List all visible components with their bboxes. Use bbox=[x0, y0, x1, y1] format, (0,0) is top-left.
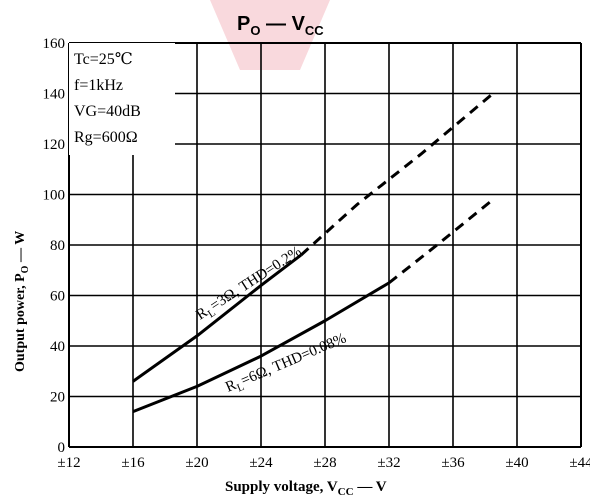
x-tick-label: ±24 bbox=[249, 455, 273, 471]
series-line-1-dashed bbox=[299, 92, 494, 257]
series-label-rl3: RL=3Ω, THD=0.2% bbox=[193, 244, 306, 326]
y-tick-label: 20 bbox=[50, 390, 65, 406]
y-tick-label: 80 bbox=[50, 238, 65, 254]
y-tick-label: 160 bbox=[43, 36, 66, 52]
y-tick-label: 60 bbox=[50, 289, 65, 305]
chart-title: PO — VCC bbox=[237, 13, 324, 38]
x-tick-label: ±32 bbox=[377, 455, 400, 471]
x-tick-label: ±44 bbox=[569, 455, 590, 471]
x-axis-ticks: ±12 ±16 ±20 ±24 ±28 ±32 ±36 ±40 ±44 bbox=[57, 455, 590, 471]
x-tick-label: ±16 bbox=[121, 455, 145, 471]
y-axis-ticks: 0 20 40 60 80 100 120 140 160 bbox=[43, 36, 66, 456]
x-tick-label: ±36 bbox=[441, 455, 465, 471]
watermark-shape bbox=[210, 0, 330, 70]
x-tick-label: ±28 bbox=[313, 455, 336, 471]
x-axis-label: Supply voltage, VCC — V bbox=[225, 479, 387, 498]
y-tick-label: 40 bbox=[50, 339, 65, 355]
condition-gain: VG=40dB bbox=[74, 103, 141, 120]
condition-source-resistance: Rg=600Ω bbox=[74, 129, 138, 146]
y-tick-label: 120 bbox=[43, 137, 66, 153]
y-tick-label: 100 bbox=[43, 188, 66, 204]
series-line-1-solid bbox=[132, 253, 302, 383]
x-tick-label: ±12 bbox=[57, 455, 80, 471]
series-line-2-solid bbox=[132, 281, 390, 414]
y-tick-label: 140 bbox=[43, 87, 66, 103]
y-tick-label: 0 bbox=[58, 440, 66, 456]
conditions-panel bbox=[69, 43, 175, 155]
condition-temperature: Tc=25℃ bbox=[74, 51, 133, 68]
series-line-2-dashed bbox=[388, 198, 494, 285]
x-tick-label: ±20 bbox=[185, 455, 208, 471]
condition-frequency: f=1kHz bbox=[74, 77, 123, 94]
series-lines bbox=[132, 92, 494, 414]
grid bbox=[68, 42, 582, 448]
x-tick-label: ±40 bbox=[505, 455, 528, 471]
y-axis-label: Output power, PO — W bbox=[13, 231, 31, 372]
